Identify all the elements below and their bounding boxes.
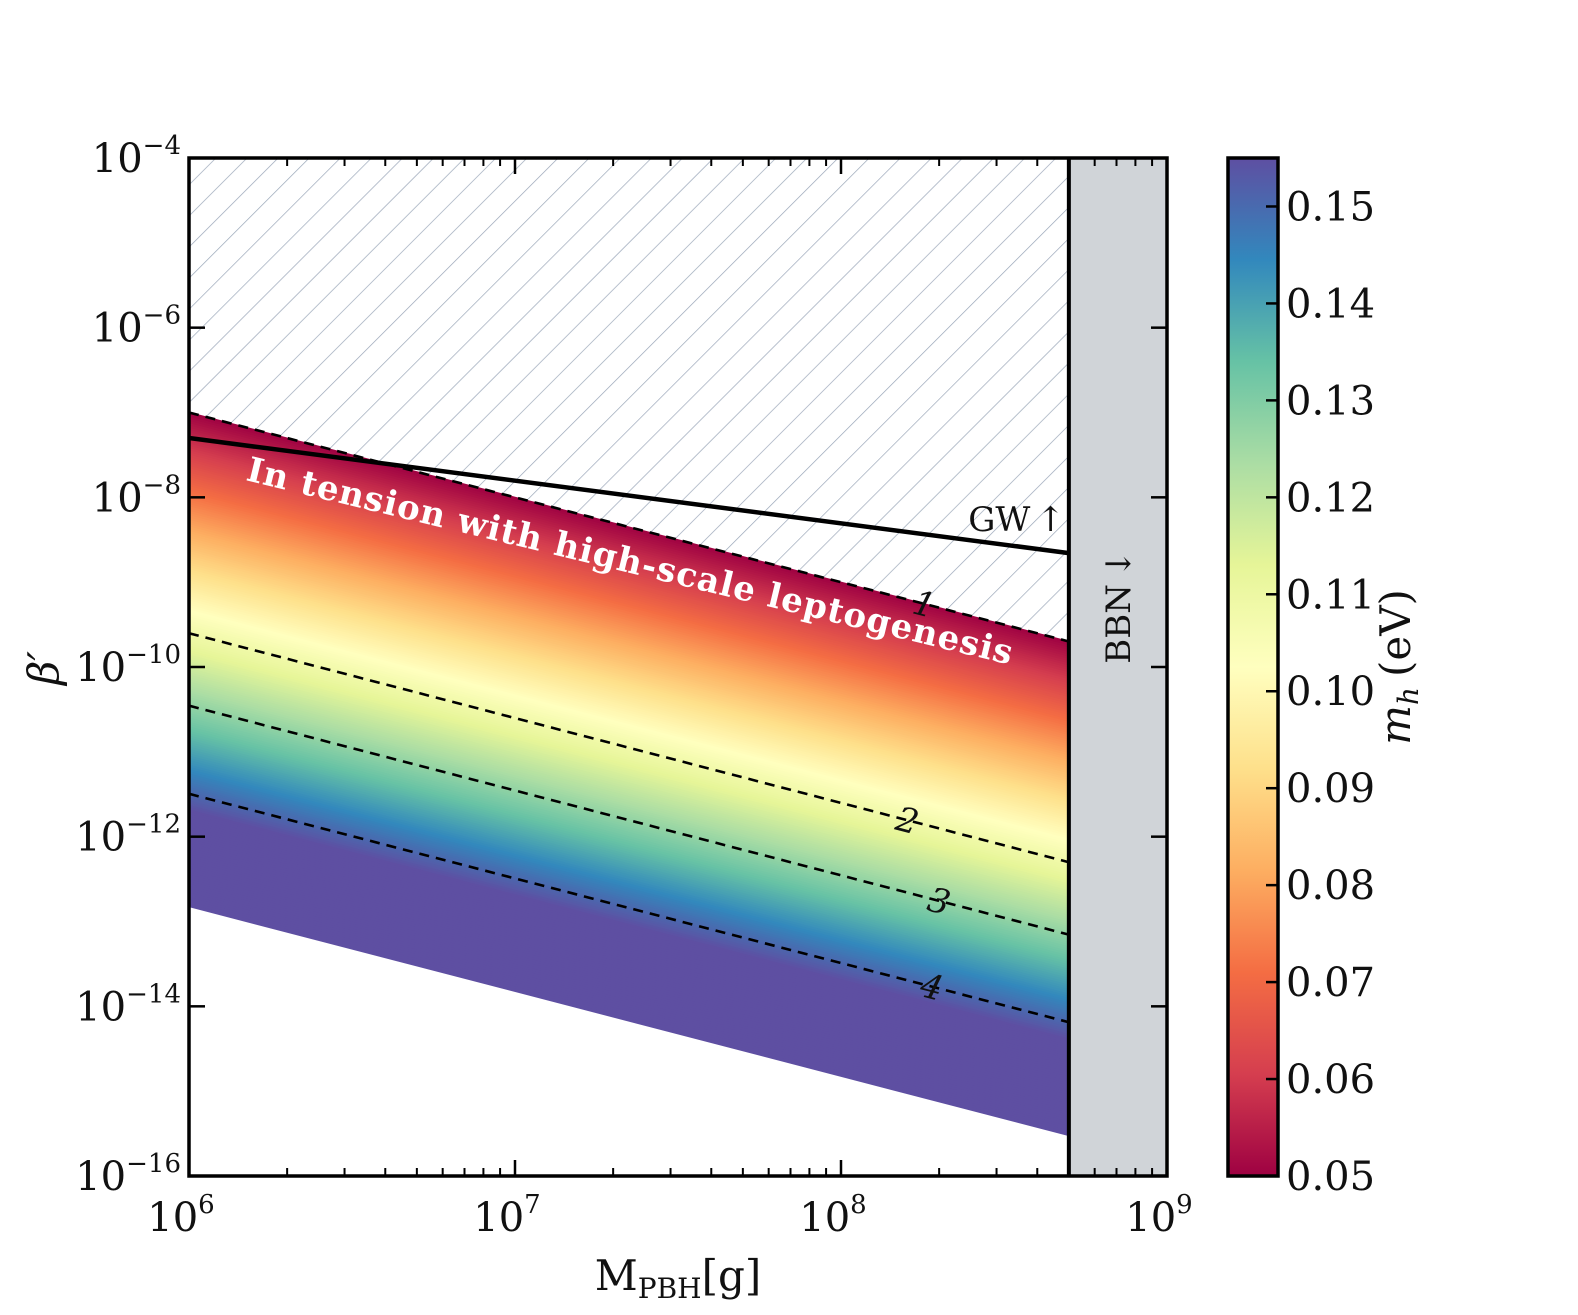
- x-tick-label: 108: [799, 1190, 866, 1241]
- colorbar-tick-label: 0.10: [1286, 669, 1375, 715]
- heatmap-stripe: [189, 903, 1069, 1137]
- colorbar-tick-label: 0.14: [1286, 281, 1375, 327]
- colorbar-label: mh(eV): [1371, 589, 1425, 745]
- colorbar-tick-label: 0.15: [1286, 184, 1375, 230]
- y-tick-label: 10−4: [92, 131, 181, 182]
- y-tick-label: 10−16: [75, 1149, 181, 1200]
- x-tick-label: 107: [473, 1190, 540, 1241]
- y-tick-label: 10−14: [75, 979, 181, 1030]
- contour-line: [189, 704, 1070, 936]
- bbn-region: [1068, 158, 1167, 1176]
- hatched-excluded-region: [189, 158, 1069, 642]
- colorbar-tick-label: 0.13: [1286, 378, 1375, 424]
- colorbar-tick-label: 0.05: [1286, 1154, 1375, 1200]
- colorbar-gradient: [1226, 156, 1280, 1178]
- y-tick-label: 10−8: [92, 470, 181, 521]
- colorbar-ticks: 0.05 0.06 0.07 0.08 0.09 0.10 0.11 0.12 0.13 0.14…: [1266, 184, 1375, 1200]
- contour-line: [189, 792, 1070, 1024]
- heatmap-band: [189, 411, 1069, 1137]
- y-axis-label: β′: [19, 651, 68, 687]
- y-tick-label: 10−12: [75, 810, 181, 861]
- colorbar-tick-label: 0.08: [1286, 863, 1375, 909]
- gw-label: GW ↑: [968, 500, 1065, 540]
- contour-line: [189, 411, 1070, 643]
- colorbar-tick-label: 0.11: [1286, 572, 1375, 618]
- colorbar: 0.05 0.06 0.07 0.08 0.09 0.10 0.11 0.12 0.13 0.14…: [1226, 156, 1425, 1200]
- x-axis-label: MPBH[g]: [595, 1251, 762, 1305]
- bbn-label: BBN↓: [1099, 550, 1139, 664]
- x-axis-ticks: 106 107 108 109: [147, 158, 1193, 1241]
- colorbar-tick-label: 0.12: [1286, 475, 1375, 521]
- contour-line: [189, 631, 1070, 864]
- colorbar-tick-label: 0.07: [1286, 960, 1375, 1006]
- gw-line: [189, 435, 1070, 556]
- colorbar-tick-label: 0.06: [1286, 1057, 1375, 1103]
- y-tick-label: 10−10: [75, 640, 181, 691]
- x-tick-label: 106: [147, 1190, 214, 1241]
- contour-lines: [189, 411, 1070, 1024]
- y-axis-ticks: 10−4 10−6 10−8 10−10 10−12 10−14 10−16: [75, 131, 1167, 1200]
- colorbar-tick-label: 0.09: [1286, 766, 1375, 812]
- plot-area: [189, 158, 1167, 1176]
- y-tick-label: 10−6: [92, 301, 181, 352]
- x-tick-label: 109: [1125, 1190, 1192, 1241]
